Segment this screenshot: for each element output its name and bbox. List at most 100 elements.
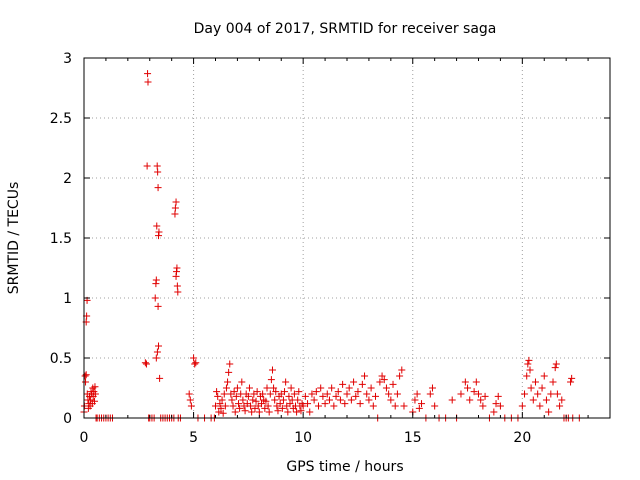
data-point xyxy=(238,378,246,386)
data-point xyxy=(239,396,247,404)
data-point xyxy=(212,402,219,410)
data-point xyxy=(549,378,557,386)
data-point xyxy=(448,396,456,404)
data-point xyxy=(221,402,229,410)
data-point xyxy=(233,384,241,392)
data-point xyxy=(556,402,564,410)
data-point xyxy=(214,392,222,400)
data-point xyxy=(339,380,347,388)
data-point xyxy=(457,390,465,398)
data-point xyxy=(552,360,560,368)
data-point xyxy=(534,390,542,398)
data-point xyxy=(382,384,390,392)
data-point xyxy=(319,392,327,400)
data-point xyxy=(536,402,544,410)
data-point xyxy=(219,409,227,417)
data-point xyxy=(352,392,360,400)
data-point xyxy=(306,408,314,416)
data-point xyxy=(477,396,485,404)
data-point xyxy=(231,408,239,416)
y-tick-label: 1 xyxy=(63,291,72,307)
data-point xyxy=(218,396,226,404)
data-point xyxy=(232,392,240,400)
data-point xyxy=(332,392,340,400)
data-point xyxy=(393,390,401,398)
data-point xyxy=(345,384,353,392)
data-point xyxy=(224,378,232,386)
data-point xyxy=(470,388,478,396)
data-point xyxy=(308,390,316,398)
data-point xyxy=(153,222,161,230)
data-point xyxy=(265,408,273,416)
data-point xyxy=(558,396,566,404)
data-point xyxy=(334,388,342,396)
data-point xyxy=(479,402,487,410)
data-point xyxy=(293,408,301,416)
data-point xyxy=(389,380,397,388)
data-point xyxy=(380,376,388,384)
data-point xyxy=(356,400,364,408)
data-point xyxy=(91,390,99,398)
data-point xyxy=(216,400,224,408)
data-point xyxy=(87,396,95,404)
data-point xyxy=(431,402,439,410)
data-point xyxy=(215,408,223,416)
data-point xyxy=(154,302,162,310)
data-point xyxy=(226,360,234,368)
data-point xyxy=(525,356,533,364)
data-point xyxy=(472,378,480,386)
x-axis-title: GPS time / hours xyxy=(286,459,403,475)
data-point xyxy=(567,378,575,386)
data-point xyxy=(153,348,161,356)
data-point xyxy=(413,390,421,398)
data-point xyxy=(295,388,303,396)
data-point xyxy=(387,396,395,404)
data-point xyxy=(426,390,434,398)
data-point xyxy=(264,402,272,410)
data-point xyxy=(529,396,537,404)
data-point xyxy=(236,404,244,412)
data-point xyxy=(228,396,236,404)
y-tick-label: 3 xyxy=(63,51,72,67)
data-point xyxy=(524,360,532,368)
chart-title: Day 004 of 2017, SRMTID for receiver sag… xyxy=(194,21,497,37)
data-point xyxy=(323,390,331,398)
data-point xyxy=(152,354,160,362)
data-point xyxy=(244,392,252,400)
data-point xyxy=(258,400,266,408)
data-point xyxy=(341,400,349,408)
data-point xyxy=(294,396,302,404)
data-point xyxy=(230,388,238,396)
data-point xyxy=(245,384,253,392)
data-point xyxy=(248,408,256,416)
data-point xyxy=(521,390,529,398)
data-point xyxy=(217,404,225,412)
data-point xyxy=(286,400,294,408)
data-point xyxy=(281,388,289,396)
data-point xyxy=(518,402,526,410)
data-point xyxy=(428,384,436,392)
data-point xyxy=(155,342,163,350)
data-point xyxy=(172,272,180,280)
data-point xyxy=(278,404,286,412)
data-point xyxy=(297,407,305,415)
data-point xyxy=(538,384,546,392)
data-point xyxy=(317,384,325,392)
data-point xyxy=(545,408,553,416)
data-point xyxy=(285,392,293,400)
data-point xyxy=(336,396,344,404)
data-point xyxy=(310,396,318,404)
x-tick-label: 5 xyxy=(189,430,198,446)
data-point xyxy=(186,396,194,404)
data-point xyxy=(185,390,193,398)
data-point xyxy=(365,396,373,404)
x-tick-label: 20 xyxy=(513,430,531,446)
x-tick-label: 0 xyxy=(80,430,89,446)
data-point xyxy=(461,378,469,386)
data-point xyxy=(299,402,307,410)
data-point xyxy=(411,396,419,404)
data-point xyxy=(266,390,274,398)
data-point xyxy=(398,366,406,374)
data-point xyxy=(496,402,504,410)
data-point xyxy=(330,402,338,410)
